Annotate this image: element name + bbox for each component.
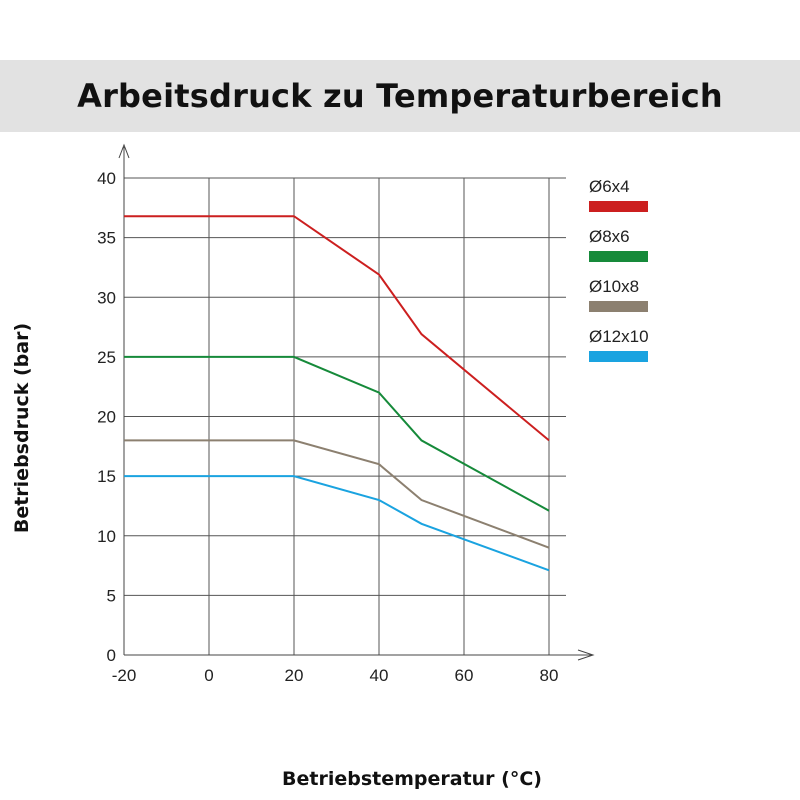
legend: Ø6x4 Ø8x6 Ø10x8 Ø12x10 xyxy=(589,177,649,362)
y-tick-labels: 0 5 10 15 20 25 30 35 40 xyxy=(97,169,116,665)
legend-swatch xyxy=(589,351,648,362)
y-tick-label: 10 xyxy=(97,527,116,546)
y-axis-arrow xyxy=(118,143,130,159)
y-tick-label: 35 xyxy=(97,229,116,248)
x-tick-label: 20 xyxy=(285,666,304,685)
series-line xyxy=(124,355,550,512)
chart-title: Arbeitsdruck zu Temperaturbereich xyxy=(77,77,723,115)
legend-swatch xyxy=(589,301,648,312)
x-tick-label: 40 xyxy=(370,666,389,685)
y-tick-label: 25 xyxy=(97,348,116,367)
title-band: Arbeitsdruck zu Temperaturbereich xyxy=(0,60,800,132)
x-tick-label: 60 xyxy=(455,666,474,685)
x-axis-title: Betriebstemperatur (°C) xyxy=(282,768,542,790)
legend-label: Ø8x6 xyxy=(589,227,630,246)
series-line xyxy=(124,215,550,442)
legend-swatch xyxy=(589,201,648,212)
y-tick-label: 30 xyxy=(97,288,116,307)
legend-label: Ø6x4 xyxy=(589,177,630,196)
series-lines xyxy=(124,215,550,572)
x-tick-label: 80 xyxy=(540,666,559,685)
legend-swatch xyxy=(589,251,648,262)
y-tick-label: 40 xyxy=(97,169,116,188)
x-tick-label: 0 xyxy=(204,666,213,685)
series-line xyxy=(124,475,550,572)
legend-label: Ø10x8 xyxy=(589,277,639,296)
legend-label: Ø12x10 xyxy=(589,327,649,346)
y-tick-label: 15 xyxy=(97,467,116,486)
x-axis-arrow xyxy=(577,649,595,661)
axes xyxy=(118,143,595,661)
y-tick-label: 5 xyxy=(107,586,116,605)
y-tick-label: 20 xyxy=(97,408,116,427)
series-line xyxy=(124,439,550,549)
x-tick-label: -20 xyxy=(112,666,137,685)
x-tick-labels: -20 0 20 40 60 80 xyxy=(112,666,559,685)
y-tick-label: 0 xyxy=(107,646,116,665)
grid xyxy=(124,177,566,655)
